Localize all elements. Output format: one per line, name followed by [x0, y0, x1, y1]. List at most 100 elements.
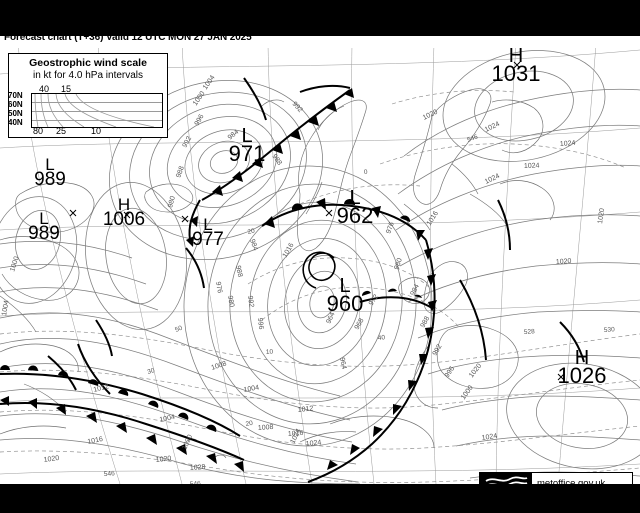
pressure-centre-value: 971 — [228, 141, 266, 166]
svg-text:546: 546 — [104, 470, 116, 478]
pressure-centre: H 1006 — [96, 196, 152, 229]
geostrophic-wind-scale-legend: Geostrophic wind scale in kt for 4.0 hPa… — [8, 53, 168, 138]
occluded-front-pips — [264, 198, 425, 241]
svg-text:980: 980 — [393, 257, 404, 270]
svg-text:528: 528 — [524, 328, 536, 336]
pressure-centre-kind: L — [45, 155, 55, 174]
cold-front-sw — [0, 401, 245, 461]
svg-text:1024: 1024 — [305, 439, 321, 448]
svg-text:996: 996 — [194, 113, 206, 127]
page-title: Forecast chart (T+36) Valid 12 UTC MON 2… — [4, 36, 252, 43]
svg-text:980: 980 — [226, 295, 235, 308]
svg-text:1016: 1016 — [288, 430, 304, 438]
pressure-centre: H 1031 — [490, 46, 542, 85]
svg-text:988: 988 — [175, 165, 186, 178]
svg-text:1024: 1024 — [524, 162, 540, 170]
pressure-centre-kind: L — [339, 275, 351, 297]
svg-text:964: 964 — [338, 357, 347, 370]
warm-front-sw — [0, 372, 241, 437]
weather-chart-canvas: 996 992 988 1000 1004 984 980 988 992 98… — [0, 44, 640, 484]
isobars — [0, 50, 640, 484]
svg-text:1008: 1008 — [210, 360, 227, 372]
pressure-centre-value: 1006 — [102, 209, 146, 230]
svg-text:1000: 1000 — [9, 256, 21, 273]
svg-text:1016: 1016 — [87, 436, 104, 446]
svg-text:984: 984 — [248, 238, 259, 251]
pressure-centre-value: 962 — [336, 203, 374, 228]
svg-text:1004: 1004 — [159, 414, 176, 424]
svg-text:30: 30 — [147, 367, 156, 376]
pressure-centre-kind: L — [203, 215, 213, 234]
pressure-centre-kind: H — [574, 347, 590, 369]
met-office-branding: Met Office metoffice.gov.uk © Crown Copy… — [479, 472, 633, 484]
trough-north — [243, 77, 267, 121]
svg-text:1024: 1024 — [560, 140, 576, 148]
svg-text:984: 984 — [410, 283, 421, 297]
pressure-centre-value: 977 — [192, 229, 224, 250]
met-office-logo: Met Office — [480, 473, 532, 484]
legend-lat-70n: 70N — [8, 91, 23, 100]
svg-text:1004: 1004 — [1, 300, 11, 317]
svg-text:1020: 1020 — [43, 455, 60, 464]
svg-text:20: 20 — [245, 420, 254, 428]
svg-text:976: 976 — [385, 221, 396, 234]
svg-text:546: 546 — [190, 480, 202, 484]
pressure-centre-kind: H — [508, 45, 524, 67]
pressure-centre-kind: L — [39, 209, 49, 228]
chart-title-bar: Forecast chart (T+36) Valid 12 UTC MON 2… — [0, 36, 640, 48]
trough-canada-2 — [95, 319, 113, 357]
svg-text:988: 988 — [234, 265, 243, 278]
legend-top-value-40: 40 — [39, 84, 50, 94]
legend-top-value-15: 15 — [61, 84, 72, 94]
trough-iceland — [185, 247, 205, 289]
svg-text:1020: 1020 — [155, 455, 171, 464]
trough-biscay — [459, 279, 487, 361]
pressure-centre: L 960 — [322, 276, 368, 315]
pressure-centre-kind: L — [241, 125, 253, 147]
legend-title: Geostrophic wind scale — [29, 57, 147, 69]
occluded-front-962 — [261, 203, 427, 241]
svg-text:40: 40 — [377, 334, 385, 342]
svg-text:992: 992 — [432, 343, 444, 357]
pressure-centre-value: 989 — [28, 223, 60, 244]
centre-crosses — [69, 61, 565, 381]
cold-front-main — [307, 239, 436, 483]
svg-text:1020: 1020 — [597, 208, 606, 225]
pressure-centre: L 962 — [332, 188, 378, 227]
met-office-website[interactable]: metoffice.gov.uk — [537, 478, 606, 484]
pressure-centre: L 977 — [186, 216, 230, 249]
legend-subtitle: in kt for 4.0 hPa intervals — [32, 70, 144, 81]
pressure-centre-kind: L — [349, 187, 361, 209]
svg-text:964: 964 — [325, 311, 336, 325]
svg-text:1024: 1024 — [481, 433, 498, 442]
occlusion-spiral — [302, 251, 336, 289]
svg-text:20: 20 — [247, 228, 256, 236]
svg-text:1004: 1004 — [243, 384, 260, 394]
legend-bottom-value-80: 80 — [33, 126, 44, 136]
svg-text:530: 530 — [604, 326, 616, 334]
wave-logo-icon — [485, 476, 528, 484]
legend-lat-40n: 40N — [8, 118, 23, 127]
trough-scandinavia — [497, 199, 511, 251]
trough-europe — [559, 321, 585, 363]
legend-scale-curves — [34, 94, 155, 127]
pressure-centre: L 971 — [226, 126, 268, 165]
svg-text:976: 976 — [214, 281, 223, 294]
pressure-centre-value: 1031 — [491, 61, 541, 86]
pressure-centre-value: 1026 — [557, 363, 607, 388]
svg-text:988: 988 — [420, 315, 432, 329]
svg-text:992: 992 — [182, 135, 194, 149]
svg-text:546: 546 — [466, 133, 479, 143]
pressure-centre-value: 989 — [34, 169, 66, 190]
legend-bottom-value-10: 10 — [91, 126, 102, 136]
pressure-centre-value: 960 — [326, 291, 364, 316]
fronts — [0, 77, 585, 483]
svg-text:50: 50 — [174, 325, 184, 334]
svg-text:996: 996 — [256, 317, 264, 329]
svg-text:1012: 1012 — [297, 405, 313, 414]
pressure-centre: L 989 — [28, 156, 72, 189]
svg-text:980: 980 — [167, 195, 177, 208]
warm-front-960 — [359, 296, 433, 309]
legend-lat-60n: 60N — [8, 100, 23, 109]
